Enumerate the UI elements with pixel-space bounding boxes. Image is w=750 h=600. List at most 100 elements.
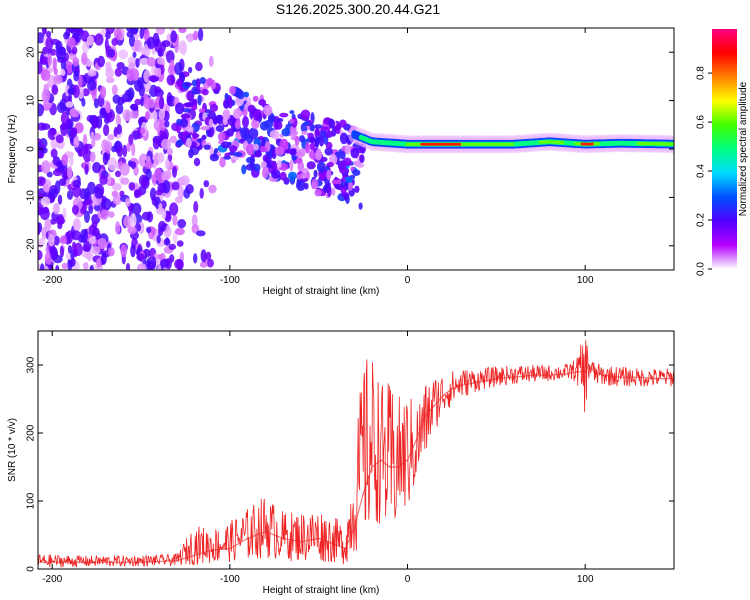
heatmap-cell <box>41 147 48 154</box>
heatmap-cell <box>70 110 80 118</box>
heatmap-cell <box>180 72 185 83</box>
heatmap-cell <box>128 182 136 191</box>
heatmap-cell <box>160 41 166 52</box>
colorbar-tick-label: 0.6 <box>696 115 707 129</box>
heatmap-cell <box>146 57 156 67</box>
heatmap-cell <box>60 122 68 136</box>
heatmap-cell <box>119 162 130 176</box>
snr-point <box>140 561 142 563</box>
heatmap-cell <box>145 168 152 181</box>
x-tick-label: 0 <box>405 574 411 585</box>
heatmap-cell <box>252 109 262 121</box>
snr-point <box>495 378 497 380</box>
heatmap-cell <box>296 179 306 191</box>
heatmap-cell <box>275 146 285 156</box>
heatmap-cell <box>163 238 171 246</box>
heatmap-cell <box>339 150 346 160</box>
colorbar-tick-label: 0.8 <box>696 66 707 80</box>
heatmap-cell <box>103 124 110 136</box>
heatmap-cell <box>224 92 229 101</box>
heatmap-cell <box>595 142 600 146</box>
heatmap-cell <box>129 109 139 119</box>
heatmap-cell <box>345 176 353 183</box>
heatmap-cell <box>93 98 100 109</box>
heatmap-cell <box>52 202 60 215</box>
heatmap-cell <box>107 48 116 58</box>
heatmap-cell <box>200 249 207 263</box>
heatmap-cell <box>205 251 212 261</box>
heatmap-cell <box>326 169 332 181</box>
heatmap-cell <box>60 111 70 126</box>
heatmap-cell <box>72 179 82 188</box>
snr-point <box>655 378 657 380</box>
heatmap-cell <box>199 188 204 199</box>
heatmap-cell <box>41 160 51 174</box>
spectrogram-y-ticks: -20 -10 0 10 20 <box>26 46 674 253</box>
heatmap-cell <box>90 131 95 140</box>
snr-point <box>593 371 595 373</box>
heatmap-cell <box>309 123 315 132</box>
snr-point <box>513 376 515 378</box>
heatmap-cell <box>97 55 105 68</box>
heatmap-cell <box>193 157 201 167</box>
heatmap-cell <box>196 138 203 143</box>
heatmap-cell <box>342 157 352 167</box>
snr-point <box>415 439 417 441</box>
heatmap-cell <box>191 79 198 87</box>
heatmap-cell <box>157 152 165 163</box>
heatmap-cell <box>254 149 262 158</box>
heatmap-cell <box>279 112 289 118</box>
heatmap-cell <box>313 169 318 178</box>
heatmap-cell <box>144 111 150 121</box>
snr-y-ticks: 0 100 200 300 <box>26 356 674 572</box>
heatmap-cell <box>174 196 183 204</box>
heatmap-cell <box>38 103 44 117</box>
heatmap-cell <box>316 161 326 173</box>
heatmap-cell <box>191 104 198 111</box>
heatmap-cell <box>105 67 114 79</box>
heatmap-cell <box>301 171 307 180</box>
heatmap-cell <box>50 148 58 159</box>
heatmap-cell <box>175 102 185 115</box>
heatmap-cell <box>176 118 182 126</box>
heatmap-cell <box>135 58 140 68</box>
heatmap-cell <box>171 181 180 191</box>
heatmap-cell <box>60 68 66 77</box>
heatmap-cell <box>74 32 82 43</box>
heatmap-cell <box>159 127 169 142</box>
heatmap-cell <box>73 242 83 256</box>
heatmap-cell <box>81 52 88 66</box>
y-tick-label: -20 <box>26 238 37 253</box>
heatmap-cell <box>103 140 113 151</box>
heatmap-cell <box>61 154 69 166</box>
heatmap-cell <box>115 103 124 115</box>
heatmap-cell <box>276 160 282 168</box>
heatmap-cell <box>116 145 124 158</box>
heatmap-cell <box>174 62 183 76</box>
heatmap-cell <box>209 153 219 162</box>
heatmap-cell <box>120 177 130 185</box>
spectrogram-x-ticks: -200 -100 0 100 <box>42 28 594 286</box>
heatmap-cell <box>174 258 184 270</box>
snr-point <box>602 374 604 376</box>
heatmap-cell <box>94 204 101 212</box>
heatmap-cell <box>159 95 165 110</box>
heatmap-cell <box>132 51 137 58</box>
heatmap-cell <box>68 257 76 267</box>
heatmap-cell <box>155 189 163 196</box>
colorbar: 0.0 0.2 0.4 0.6 0.8 Normalized spectral ampl… <box>696 29 749 276</box>
heatmap-cell <box>73 135 80 146</box>
heatmap-cell <box>126 28 135 33</box>
snr-point <box>566 373 569 375</box>
heatmap-cell <box>72 84 80 99</box>
heatmap-cell <box>197 28 204 42</box>
heatmap-cell <box>197 94 202 106</box>
heatmap-cell <box>129 213 137 228</box>
heatmap-cell <box>324 147 333 156</box>
heatmap-cell <box>134 98 142 106</box>
heatmap-cell <box>151 173 156 184</box>
heatmap-cell <box>88 237 97 245</box>
heatmap-cell <box>263 119 274 129</box>
heatmap-cell <box>223 99 230 109</box>
